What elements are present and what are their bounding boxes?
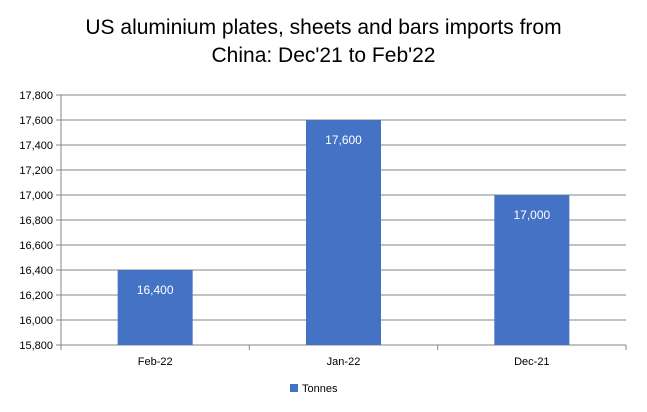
- y-tick-label: 17,000: [19, 190, 53, 202]
- bar: [117, 270, 193, 345]
- data-label: 16,400: [137, 283, 174, 297]
- x-tick-label: Dec-21: [514, 356, 549, 368]
- chart-title-line-2: China: Dec'21 to Feb'22: [211, 44, 436, 67]
- y-tick-label: 16,200: [19, 290, 53, 302]
- data-label: 17,600: [325, 133, 362, 147]
- y-tick-label: 17,600: [19, 115, 53, 127]
- y-tick-label: 15,800: [19, 340, 53, 352]
- y-tick-label: 17,800: [19, 90, 53, 102]
- chart-title: US aluminium plates, sheets and bars imp…: [0, 14, 647, 70]
- bar: [306, 120, 381, 345]
- y-tick-label: 17,400: [19, 140, 53, 152]
- x-tick-label: Jan-22: [327, 356, 361, 368]
- y-tick-label: 16,800: [19, 215, 53, 227]
- y-tick-label: 16,400: [19, 265, 53, 277]
- bar: [494, 195, 570, 345]
- legend-label: Tonnes: [302, 383, 338, 395]
- y-tick-label: 17,200: [19, 165, 53, 177]
- x-tick-label: Feb-22: [138, 356, 173, 368]
- chart-title-line-1: US aluminium plates, sheets and bars imp…: [85, 16, 562, 39]
- y-tick-label: 16,000: [19, 315, 53, 327]
- y-tick-label: 16,600: [19, 240, 53, 252]
- data-label: 17,000: [513, 208, 550, 222]
- legend-swatch: [290, 384, 298, 392]
